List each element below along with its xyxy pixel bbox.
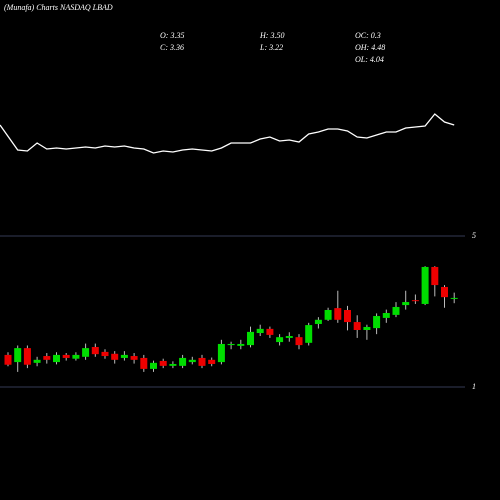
candle-body bbox=[217, 343, 225, 363]
candle-body bbox=[421, 266, 429, 304]
candle-body bbox=[43, 356, 51, 360]
candle-body bbox=[256, 328, 264, 334]
candle-body bbox=[130, 356, 138, 360]
candle-body bbox=[188, 359, 196, 363]
candle-body bbox=[314, 319, 322, 324]
candle-body bbox=[72, 354, 80, 359]
info-label: C: 3.36 bbox=[160, 43, 184, 52]
candle-body bbox=[82, 348, 90, 357]
candle-body bbox=[276, 337, 284, 343]
candle-body bbox=[334, 308, 342, 320]
candle-body bbox=[353, 322, 361, 330]
candle-body bbox=[363, 326, 371, 330]
info-label: OH: 4.48 bbox=[355, 43, 385, 52]
candle-body bbox=[101, 351, 109, 357]
candle-body bbox=[179, 357, 187, 366]
candle-body bbox=[247, 331, 254, 346]
candle-body bbox=[23, 348, 31, 365]
candle-body bbox=[150, 362, 157, 369]
y-tick-label: 5 bbox=[472, 231, 476, 240]
candle-body bbox=[4, 354, 12, 365]
info-label: L: 3.22 bbox=[259, 43, 283, 52]
info-label: OL: 4.04 bbox=[355, 55, 384, 64]
info-label: OC: 0.3 bbox=[355, 31, 381, 40]
candle-body bbox=[450, 297, 458, 299]
candle-body bbox=[227, 343, 235, 346]
candle-body bbox=[237, 343, 245, 346]
candle-body bbox=[324, 309, 332, 320]
candle-body bbox=[140, 357, 148, 369]
candle-body bbox=[285, 336, 293, 338]
y-tick-label: 1 bbox=[472, 382, 476, 391]
candle-body bbox=[373, 316, 381, 329]
candle-body bbox=[305, 325, 313, 343]
candle-body bbox=[91, 346, 99, 355]
candle-body bbox=[169, 363, 177, 366]
candle-body bbox=[198, 357, 206, 366]
chart-title: (Munafa) Charts NASDAQ LBAD bbox=[4, 3, 113, 12]
candle-body bbox=[411, 300, 419, 302]
candle-body bbox=[208, 359, 216, 364]
candle-body bbox=[33, 359, 41, 363]
info-label: H: 3.50 bbox=[259, 31, 284, 40]
candle-body bbox=[402, 302, 410, 306]
candle-body bbox=[159, 360, 167, 366]
candle-body bbox=[120, 354, 128, 358]
line-series bbox=[0, 113, 455, 154]
candle-body bbox=[266, 328, 274, 335]
candle-body bbox=[53, 354, 60, 363]
candle-body bbox=[392, 306, 400, 315]
candle-body bbox=[14, 348, 22, 363]
candle-body bbox=[441, 286, 448, 298]
candle-body bbox=[111, 353, 119, 360]
candle-body bbox=[295, 337, 303, 346]
candle-body bbox=[344, 309, 351, 323]
info-label: O: 3.35 bbox=[160, 31, 184, 40]
candle-body bbox=[431, 266, 439, 286]
candle-body bbox=[382, 313, 390, 318]
candle-body bbox=[62, 354, 70, 358]
